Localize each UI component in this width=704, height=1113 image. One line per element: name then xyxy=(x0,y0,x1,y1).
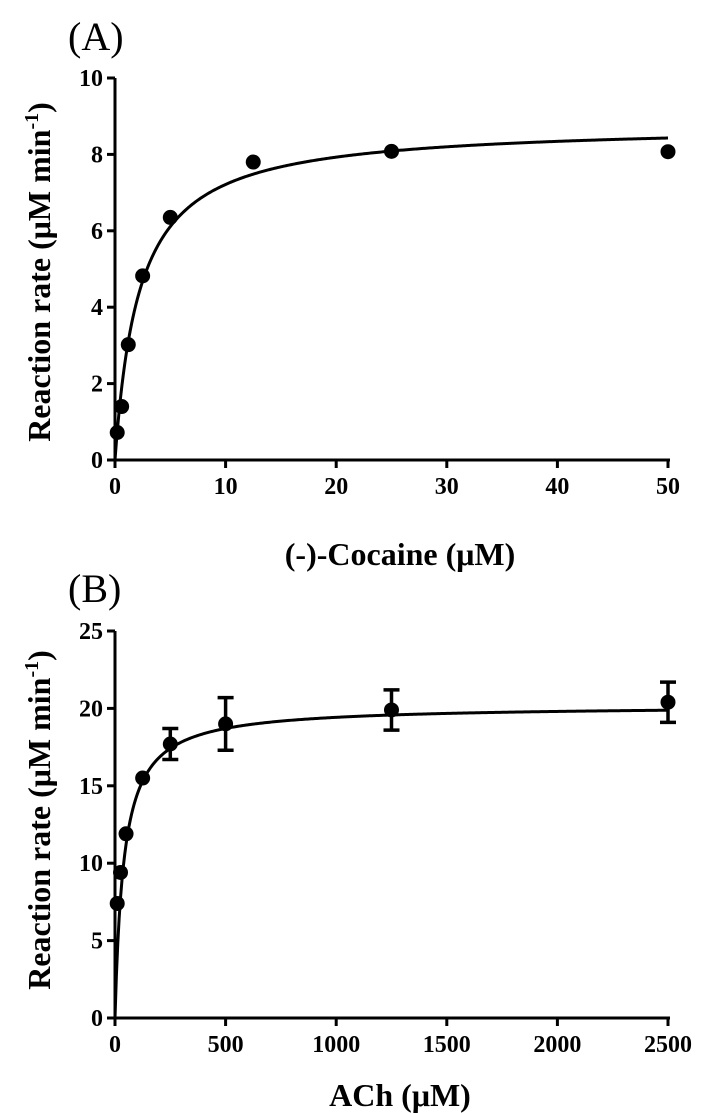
panel-b-x-axis-title: ACh (μM) xyxy=(329,1077,471,1113)
panel-a-y-axis-title-main: Reaction rate (μM min xyxy=(21,129,57,441)
panel-b-data-point xyxy=(660,694,676,710)
panel-b-y-tick-label: 5 xyxy=(91,929,103,955)
panel-b-data-point xyxy=(118,826,134,842)
panel-a-data-point xyxy=(120,337,136,353)
panel-b-x-tick-label: 2000 xyxy=(533,1032,581,1058)
panel-a-y-tick-label: 8 xyxy=(91,142,103,168)
panel-a-y-axis-title-sup: -1 xyxy=(21,113,43,130)
panel-a: (A) (-)-Cocaine (μM) Reaction rate (μM m… xyxy=(21,14,680,572)
panel-b: (B) ACh (μM) Reaction rate (μM min-1) 0 5… xyxy=(21,566,692,1113)
panel-a-y-tick-label: 10 xyxy=(79,66,103,92)
panel-a-x-tick-label: 0 xyxy=(109,474,121,500)
panel-a-y-tick-label: 0 xyxy=(91,448,103,474)
panel-b-data-point xyxy=(135,770,151,786)
panel-a-y-axis-title-close: ) xyxy=(21,102,57,113)
panel-a-data-point xyxy=(660,144,676,160)
panel-b-x-tick-label: 1500 xyxy=(423,1032,471,1058)
panel-b-y-axis-title-close: ) xyxy=(21,650,57,661)
panel-b-y-tick-label: 10 xyxy=(79,851,103,877)
panel-a-axes: 0 2 4 6 8 10 0 10 20 30 40 50 xyxy=(79,66,680,500)
panel-a-y-tick-label: 2 xyxy=(91,372,103,398)
panel-b-data-point xyxy=(109,895,125,911)
panel-b-label: (B) xyxy=(68,566,121,611)
panel-a-y-tick-label: 4 xyxy=(91,295,103,321)
panel-a-data-point xyxy=(135,268,151,284)
panel-a-data-point xyxy=(114,399,130,415)
panel-b-y-axis-title-main: Reaction rate (μM min xyxy=(21,677,57,989)
panel-b-y-tick-label: 20 xyxy=(79,696,103,722)
panel-b-y-tick-label: 25 xyxy=(79,619,103,645)
panel-a-x-tick-label: 10 xyxy=(214,474,238,500)
panel-b-x-tick-label: 2500 xyxy=(644,1032,692,1058)
panel-b-x-tick-label: 1000 xyxy=(312,1032,360,1058)
panel-a-label: (A) xyxy=(68,14,124,59)
panel-b-data-point xyxy=(113,864,129,880)
panel-a-fit-curve xyxy=(113,136,669,461)
panel-b-x-tick-label: 0 xyxy=(109,1032,121,1058)
panel-a-data-point xyxy=(245,154,261,170)
panel-b-data-point xyxy=(218,716,234,732)
panel-b-data-point xyxy=(384,702,399,718)
panel-a-x-tick-label: 30 xyxy=(435,474,459,500)
panel-a-data-point xyxy=(384,143,399,159)
panel-a-x-tick-label: 40 xyxy=(545,474,569,500)
panel-b-y-tick-label: 0 xyxy=(91,1006,103,1032)
panel-b-x-tick-label: 500 xyxy=(208,1032,244,1058)
panel-a-x-tick-label: 20 xyxy=(324,474,348,500)
panel-a-y-tick-label: 6 xyxy=(91,219,103,245)
panel-a-marks xyxy=(109,136,676,461)
panel-b-y-axis-title: Reaction rate (μM min-1) xyxy=(21,650,57,990)
panel-a-y-axis-title: Reaction rate (μM min-1) xyxy=(21,102,57,442)
panel-a-x-tick-label: 50 xyxy=(656,474,680,500)
panel-b-y-tick-label: 15 xyxy=(79,774,103,800)
panel-b-y-axis-title-sup: -1 xyxy=(21,661,43,678)
panel-b-marks xyxy=(109,680,676,1019)
panel-a-x-axis-title: (-)-Cocaine (μM) xyxy=(285,536,515,572)
panel-b-axes: 0 5 10 15 20 25 0 500 1000 1500 2000 2500 xyxy=(79,619,692,1058)
panel-b-fit-curve xyxy=(113,708,669,1019)
panel-b-data-point xyxy=(162,736,178,752)
panel-a-data-point xyxy=(162,209,178,225)
panel-a-data-point xyxy=(109,424,125,440)
